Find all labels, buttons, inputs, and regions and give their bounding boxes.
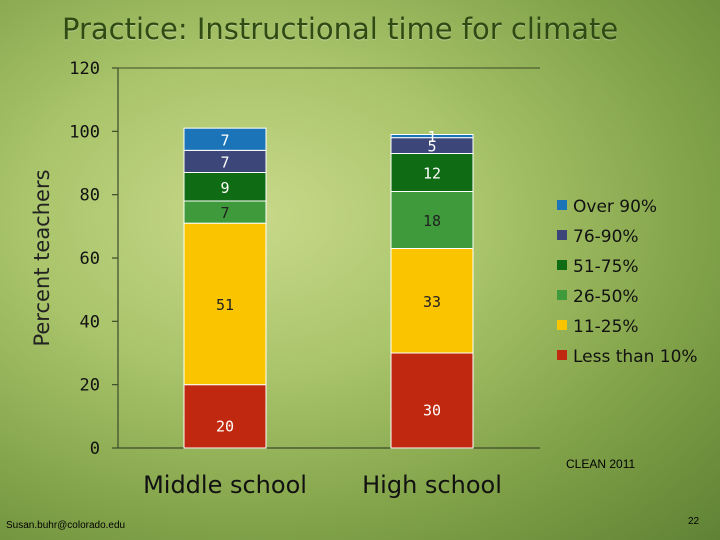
y-tick-label: 60 <box>80 249 100 269</box>
data-label: 7 <box>220 131 229 149</box>
y-tick-label: 120 <box>69 59 100 79</box>
bar-segment <box>183 384 267 449</box>
legend-swatch <box>557 350 567 360</box>
y-tick-label: 20 <box>80 376 100 396</box>
legend-label: 26-50% <box>573 287 639 307</box>
data-label: 18 <box>423 212 441 230</box>
page-number: 22 <box>688 516 700 527</box>
bar-segment <box>390 191 474 249</box>
y-tick-label: 0 <box>90 439 100 459</box>
legend-label: 76-90% <box>573 227 639 247</box>
y-tick-label: 100 <box>69 122 100 142</box>
data-label: 9 <box>220 179 229 197</box>
y-axis-title: Percent teachers <box>30 169 54 346</box>
bar-segment <box>183 127 267 151</box>
legend-swatch <box>557 290 567 300</box>
bar-segment <box>390 248 474 354</box>
x-category-label: High school <box>362 471 502 499</box>
data-label: 51 <box>216 296 234 314</box>
data-label: 7 <box>220 153 229 171</box>
credit-label: CLEAN 2011 <box>566 457 636 471</box>
data-label: 1 <box>427 128 436 146</box>
data-label: 20 <box>216 417 234 435</box>
data-label: 7 <box>220 204 229 222</box>
legend-label: 11-25% <box>573 317 639 337</box>
legend-swatch <box>557 320 567 330</box>
y-tick-label: 40 <box>80 312 100 332</box>
data-label: 12 <box>423 165 441 183</box>
legend-label: Over 90% <box>573 197 657 217</box>
bar-segment <box>183 172 267 202</box>
bar-segment <box>390 352 474 449</box>
data-label: 33 <box>423 293 441 311</box>
x-category-label: Middle school <box>143 471 307 499</box>
legend-label: Less than 10% <box>573 347 698 367</box>
slide-title: Practice: Instructional time for climate <box>62 12 619 46</box>
bar-segment <box>390 134 474 139</box>
bar-segment <box>390 153 474 192</box>
bar-segment <box>183 222 267 386</box>
legend-swatch <box>557 260 567 270</box>
legend-swatch <box>557 200 567 210</box>
y-tick-label: 80 <box>80 186 100 206</box>
data-label: 5 <box>427 138 436 156</box>
data-label: 30 <box>423 402 441 420</box>
legend-swatch <box>557 230 567 240</box>
footer-email: Susan.buhr@colorado.edu <box>6 520 126 531</box>
legend-label: 51-75% <box>573 257 639 277</box>
